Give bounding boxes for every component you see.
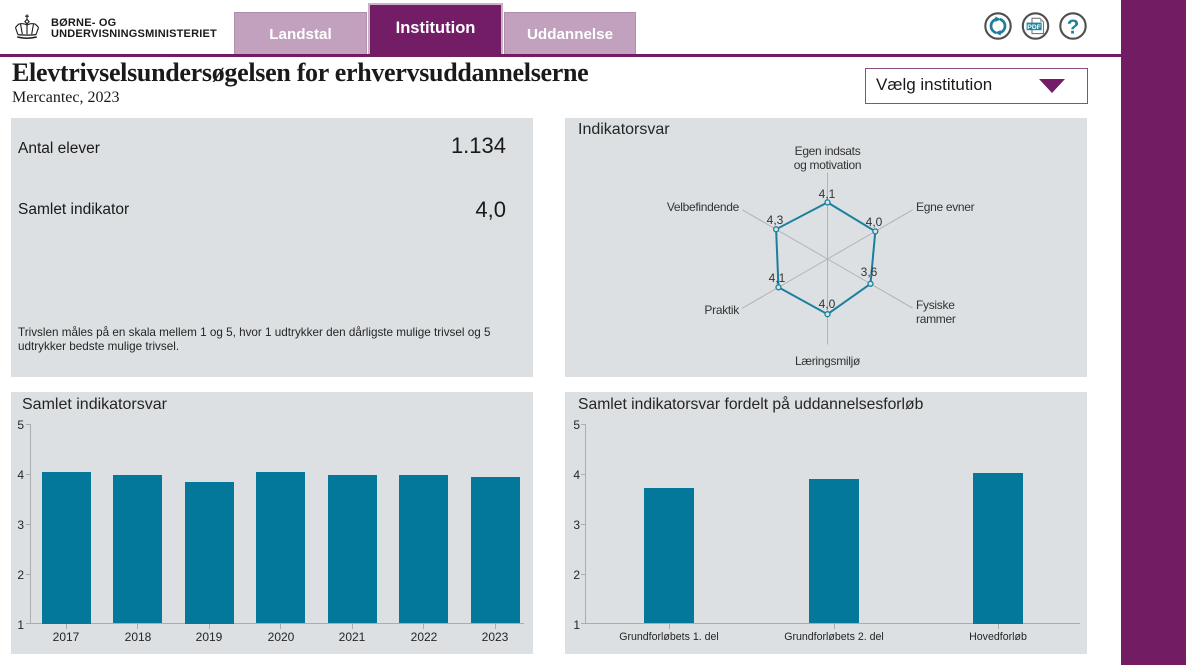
svg-text:PDF: PDF xyxy=(1027,24,1041,31)
svg-text:?: ? xyxy=(1067,16,1080,39)
